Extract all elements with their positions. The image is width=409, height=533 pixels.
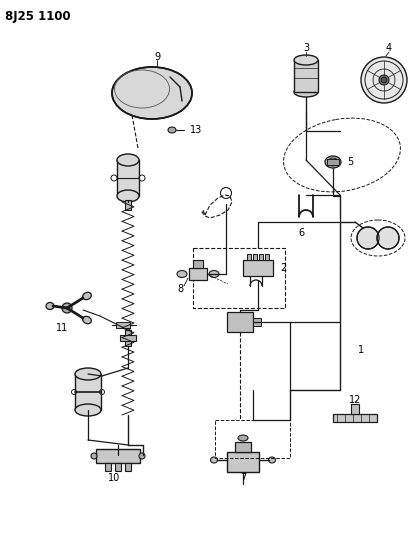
Text: 3: 3 xyxy=(303,43,309,53)
Bar xyxy=(259,254,263,260)
Bar xyxy=(193,248,285,308)
Bar xyxy=(96,449,140,463)
Ellipse shape xyxy=(139,453,145,459)
Ellipse shape xyxy=(46,303,54,310)
Ellipse shape xyxy=(381,77,387,83)
Ellipse shape xyxy=(75,368,101,380)
Bar xyxy=(253,254,257,260)
Bar xyxy=(247,254,251,260)
Bar xyxy=(125,200,131,210)
Ellipse shape xyxy=(117,190,139,202)
Bar xyxy=(227,312,253,332)
Bar xyxy=(189,268,207,280)
Bar xyxy=(75,374,101,410)
Bar xyxy=(193,260,203,268)
Ellipse shape xyxy=(117,154,139,166)
Ellipse shape xyxy=(168,127,176,133)
Ellipse shape xyxy=(294,55,318,65)
Text: 11: 11 xyxy=(56,323,68,333)
Ellipse shape xyxy=(238,435,248,441)
Ellipse shape xyxy=(91,453,97,459)
Ellipse shape xyxy=(126,326,130,330)
Ellipse shape xyxy=(294,87,318,97)
Bar xyxy=(294,60,318,92)
Ellipse shape xyxy=(177,271,187,278)
Ellipse shape xyxy=(211,457,218,463)
Bar xyxy=(265,254,269,260)
Bar xyxy=(120,335,136,341)
Ellipse shape xyxy=(83,316,91,324)
Ellipse shape xyxy=(112,67,192,119)
Bar xyxy=(125,463,131,471)
Bar xyxy=(253,318,261,326)
Bar xyxy=(215,420,290,458)
Bar xyxy=(351,404,359,414)
Ellipse shape xyxy=(62,303,72,313)
Bar xyxy=(235,442,251,452)
Ellipse shape xyxy=(379,75,389,85)
Text: 13: 13 xyxy=(190,125,202,135)
Text: 2: 2 xyxy=(280,263,286,273)
Bar xyxy=(227,452,259,472)
Text: 1: 1 xyxy=(358,345,364,355)
Ellipse shape xyxy=(209,271,219,278)
Ellipse shape xyxy=(325,156,341,168)
Bar xyxy=(117,160,139,196)
Text: 4: 4 xyxy=(386,43,392,53)
Ellipse shape xyxy=(357,227,379,249)
Text: 9: 9 xyxy=(154,52,160,62)
Bar xyxy=(125,330,131,346)
Text: 8: 8 xyxy=(177,284,183,294)
Bar xyxy=(116,322,130,328)
Ellipse shape xyxy=(268,457,276,463)
Text: 6: 6 xyxy=(298,228,304,238)
Ellipse shape xyxy=(377,227,399,249)
Bar xyxy=(115,463,121,471)
Text: 7: 7 xyxy=(240,473,246,483)
Bar xyxy=(333,414,377,422)
Ellipse shape xyxy=(75,404,101,416)
Ellipse shape xyxy=(361,57,407,103)
Text: 10: 10 xyxy=(108,473,120,483)
Bar xyxy=(327,159,339,165)
Bar xyxy=(243,260,273,276)
Text: 12: 12 xyxy=(349,395,361,405)
Bar xyxy=(105,463,111,471)
Ellipse shape xyxy=(83,292,91,300)
Text: 5: 5 xyxy=(347,157,353,167)
Text: 8J25 1100: 8J25 1100 xyxy=(5,10,71,23)
